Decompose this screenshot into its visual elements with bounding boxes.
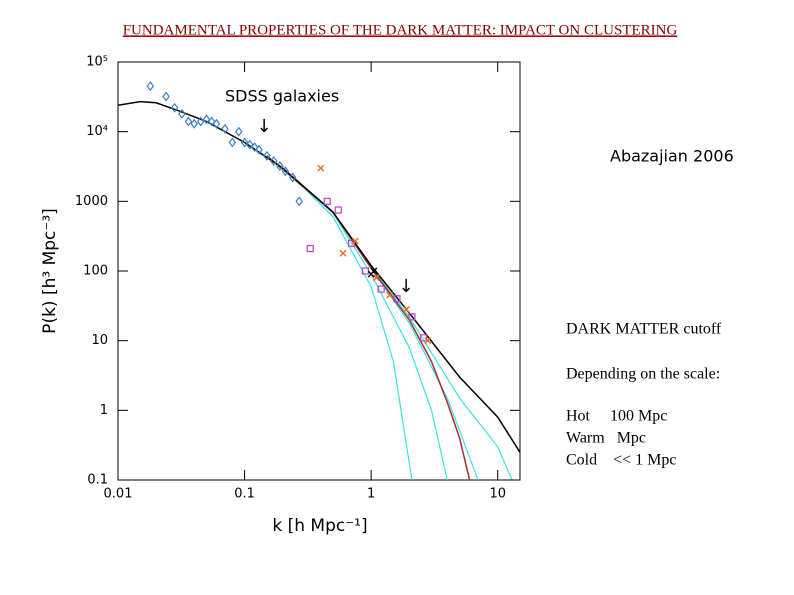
data-point [235, 126, 243, 137]
data-point [250, 142, 259, 153]
data-point [207, 116, 216, 127]
data-point [276, 161, 284, 172]
data-point [408, 313, 416, 321]
annotation: Warm Mpc [566, 430, 646, 447]
slide-title: FUNDAMENTAL PROPERTIES OF THE DARK MATTE… [123, 22, 678, 38]
data-point [170, 102, 179, 113]
plot-frame [117, 61, 521, 481]
data-point [317, 164, 325, 172]
annotation: Abazajian 2006 [610, 147, 734, 166]
y-tick-label: 100 [83, 264, 108, 279]
x-tick-label: 0.1 [234, 487, 255, 502]
data-point [212, 118, 221, 129]
data-point [288, 172, 297, 183]
data-point [190, 118, 198, 129]
data-point [263, 150, 271, 161]
data-point [146, 81, 155, 92]
annotation: SDSS galaxies [225, 87, 339, 106]
data-point [424, 337, 432, 345]
data-point [386, 291, 394, 299]
data-point [402, 306, 410, 314]
arrow: ↓ [398, 276, 413, 297]
y-axis-label: P(k) [h³ Mpc⁻³] [40, 208, 60, 334]
data-point [347, 239, 356, 247]
x-axis-label: k [h Mpc⁻¹] [272, 516, 367, 536]
x-tick-label: 10 [489, 487, 506, 502]
y-tick-label: 10⁵ [86, 55, 108, 70]
data-point [370, 267, 378, 275]
data-point [339, 249, 347, 257]
annotation: DARK MATTER cutoff [566, 321, 722, 338]
data-point [162, 91, 170, 102]
x-tick-label: 0.01 [104, 487, 133, 502]
y-tick-label: 10 [91, 333, 108, 348]
x-tick-label: 1 [367, 487, 375, 502]
data-point [323, 197, 331, 205]
data-point [178, 108, 186, 119]
model-curve [266, 155, 413, 480]
annotation: Cold << 1 Mpc [566, 452, 677, 469]
data-point [393, 295, 401, 303]
data-point [372, 274, 380, 282]
data-point [334, 206, 342, 214]
data-point [295, 196, 303, 207]
data-point [351, 237, 359, 245]
data-point [420, 334, 428, 342]
model-curve [118, 100, 520, 453]
data-point [246, 139, 254, 150]
data-point [240, 137, 249, 148]
data-point [306, 244, 314, 253]
data-point [377, 285, 385, 293]
y-tick-label: 0.1 [87, 473, 108, 488]
y-tick-label: 1000 [75, 194, 108, 209]
arrow: ↓ [256, 116, 271, 137]
data-point [221, 123, 229, 134]
annotation: Hot 100 Mpc [566, 408, 667, 425]
data-point [228, 137, 237, 148]
model-curve [266, 155, 471, 480]
y-tick-label: 1 [100, 403, 108, 418]
data-point [202, 114, 211, 125]
annotation: Depending on the scale: [566, 366, 720, 383]
model-curve [266, 155, 513, 480]
data-point [184, 116, 193, 127]
data-point [269, 155, 278, 166]
data-point [196, 116, 205, 127]
plot-area [118, 81, 520, 480]
model-curve [266, 155, 448, 480]
y-tick-label: 10⁴ [86, 124, 108, 139]
data-point [281, 166, 290, 177]
data-point [255, 144, 263, 155]
